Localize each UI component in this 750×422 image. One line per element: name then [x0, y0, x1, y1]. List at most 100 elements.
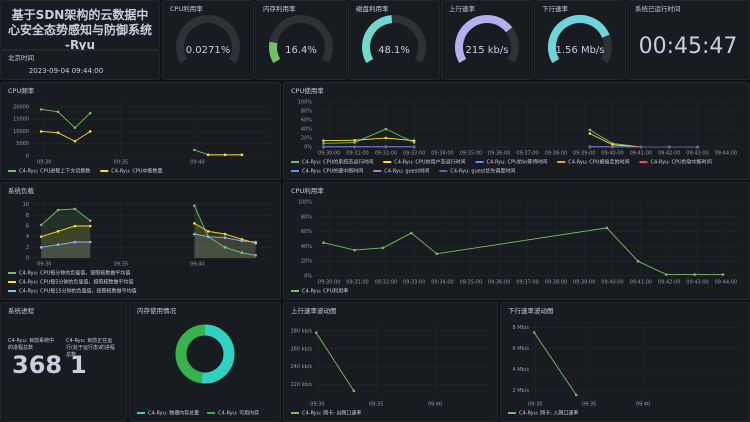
legend-label: C4-Ryu: CPU每5分钟的负载值，按照核数做平均值 [19, 279, 133, 286]
legend-swatch [439, 170, 448, 172]
data-point [314, 331, 318, 335]
legend-item: C4-Ryu: CPU进程上下文切换数 [8, 168, 90, 175]
y-tick-label: 15000 [13, 117, 29, 123]
x-tick-label: 09:40:00 [601, 151, 623, 157]
time-value: 2023-09-04 09:44:00 [29, 67, 103, 75]
legend-label: C4-Ryu: CPU每分钟的负载值，按照核数做平均值 [19, 270, 130, 277]
gauge-value: 215 kb/s [466, 45, 509, 56]
x-tick-label: 09:40 [190, 262, 204, 268]
panel-title: CPU使用率 [291, 86, 324, 95]
x-tick-label: 09:35 [582, 402, 596, 408]
panel [129, 302, 281, 422]
x-tick-label: 09:31:00 [346, 151, 368, 157]
data-point [88, 130, 92, 133]
legend-label: C4-Ryu: 网卡: 出网口速率 [302, 410, 361, 417]
data-point [384, 127, 388, 131]
x-tick-label: 09:37:00 [516, 280, 538, 286]
data-point [384, 136, 388, 140]
donut-slice [175, 324, 206, 384]
legend-label: C4-Ryu: CPU的系统态运行时间 [302, 159, 373, 166]
data-point [39, 223, 43, 227]
x-tick-label: 09:41:00 [630, 280, 652, 286]
x-tick-label: 09:33:00 [403, 151, 425, 157]
gauge-fill [455, 15, 513, 63]
y-tick-label: 220 kb/s [291, 382, 313, 388]
legend-item: C4-Ryu: guest时间 [373, 168, 429, 175]
data-point [353, 145, 356, 149]
data-point [206, 230, 210, 233]
x-tick-label: 09:35 [114, 160, 128, 166]
data-point [223, 153, 227, 157]
text-line: -Ryu [65, 38, 95, 52]
y-tick-label: 60% [301, 118, 312, 124]
y-tick-label: 0% [304, 145, 312, 151]
gauge-value: 0.0271% [186, 45, 231, 56]
legend-item: C4-Ryu: CPU中断数量 [100, 168, 163, 175]
y-tick-label: 20% [301, 259, 312, 265]
data-point [639, 145, 643, 149]
legend-swatch [291, 170, 299, 172]
y-tick-label: 10000 [13, 129, 29, 135]
legend-item: C4-Ryu: 物理内存总量 [137, 410, 199, 417]
legend-label: C4-Ryu: CPU的硬中断时间 [302, 168, 363, 175]
legend-item: C4-Ryu: CPU的io等待时间 [475, 159, 547, 166]
data-point [88, 111, 92, 115]
text-line: 心安全态势感知与防御系统 [8, 22, 152, 37]
gauge-value: 48.1% [378, 45, 410, 56]
data-point [39, 246, 43, 249]
data-point [223, 232, 227, 236]
data-point [240, 251, 244, 254]
data-point [322, 142, 325, 145]
dashboard-title: 基于SDN架构的云数据中心安全态势感知与防御系统-Ryu [8, 7, 152, 52]
panel-title: CPU频率 [8, 86, 35, 95]
panel-title: 系统已运行时间 [635, 4, 681, 13]
data-point [73, 126, 77, 130]
y-tick-label: 260 kb/s [291, 346, 313, 352]
x-tick-label: 09:40:00 [601, 280, 623, 286]
legend-label: C4-Ryu: 可用内存 [218, 410, 259, 417]
data-point [88, 219, 92, 222]
y-tick-label: 2 Mb/s [512, 388, 529, 394]
y-tick-label: 80% [301, 109, 312, 115]
x-tick-label: 09:39:00 [573, 151, 595, 157]
y-tick-label: 0 [26, 154, 29, 160]
y-tick-label: 240 kb/s [291, 364, 313, 370]
gauge-fill [362, 15, 393, 63]
data-point [254, 240, 257, 244]
data-point [223, 246, 227, 249]
y-tick-label: 6 [26, 224, 29, 230]
x-tick-label: 09:34:00 [431, 280, 453, 286]
uptime-value: 00:45:47 [639, 34, 738, 59]
y-tick-label: 80% [301, 214, 312, 220]
series-area [41, 205, 256, 258]
time-label: 北京时间 [8, 53, 34, 62]
y-tick-label: 0 [26, 256, 29, 262]
x-tick-label: 09:30:00 [318, 151, 340, 157]
stat-label: C4-Ryu: 目前系统中的进程总数 [8, 337, 54, 351]
data-point [353, 248, 356, 252]
legend-item: C4-Ryu: 网卡: 入网口速率 [508, 410, 578, 417]
series-area [41, 223, 256, 258]
x-tick-label: 09:44:00 [715, 280, 737, 286]
y-tick-label: 100% [298, 100, 313, 106]
data-point [588, 145, 592, 149]
y-tick-label: 60% [301, 229, 312, 235]
legend-label: C4-Ryu: CPU的软中断时间 [650, 159, 711, 166]
legend-label: C4-Ryu: CPU利用率 [302, 288, 348, 295]
x-tick-label: 09:30 [310, 402, 324, 408]
data-point [353, 138, 356, 142]
data-point [56, 131, 60, 134]
panel-title: 系统进程 [8, 306, 35, 315]
x-tick-label: 09:33:00 [403, 280, 425, 286]
y-tick-label: 10 [23, 202, 29, 208]
x-tick-label: 09:32:00 [375, 151, 397, 157]
data-point [667, 145, 671, 149]
x-tick-label: 09:40 [190, 160, 204, 166]
x-tick-label: 09:43:00 [686, 280, 708, 286]
legend-swatch [291, 161, 299, 163]
y-tick-label: 8 Mb/s [512, 325, 529, 331]
legend-swatch [291, 412, 299, 414]
data-point [39, 130, 43, 133]
data-point [588, 132, 592, 135]
data-point [605, 226, 609, 230]
